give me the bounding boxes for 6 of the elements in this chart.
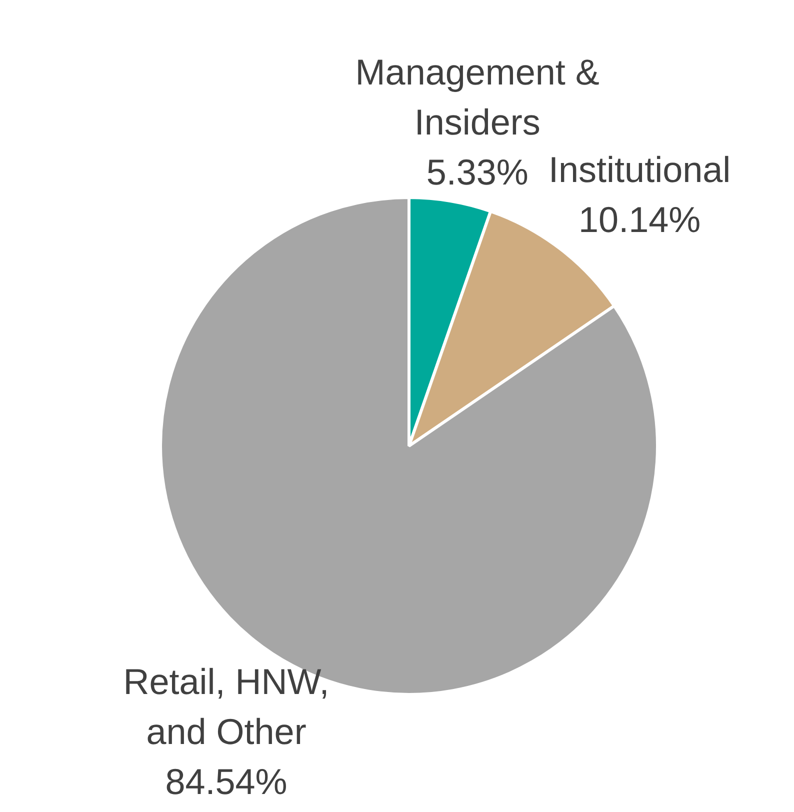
data-label: 5.33% [426, 152, 528, 193]
slice-label: Institutional [548, 149, 731, 190]
slice-label: Management & Insiders [355, 52, 600, 143]
data-label: 84.54% [165, 760, 288, 802]
data-label: 10.14% [578, 199, 701, 240]
slice-label: Retail, HNW, and Other [123, 660, 330, 752]
